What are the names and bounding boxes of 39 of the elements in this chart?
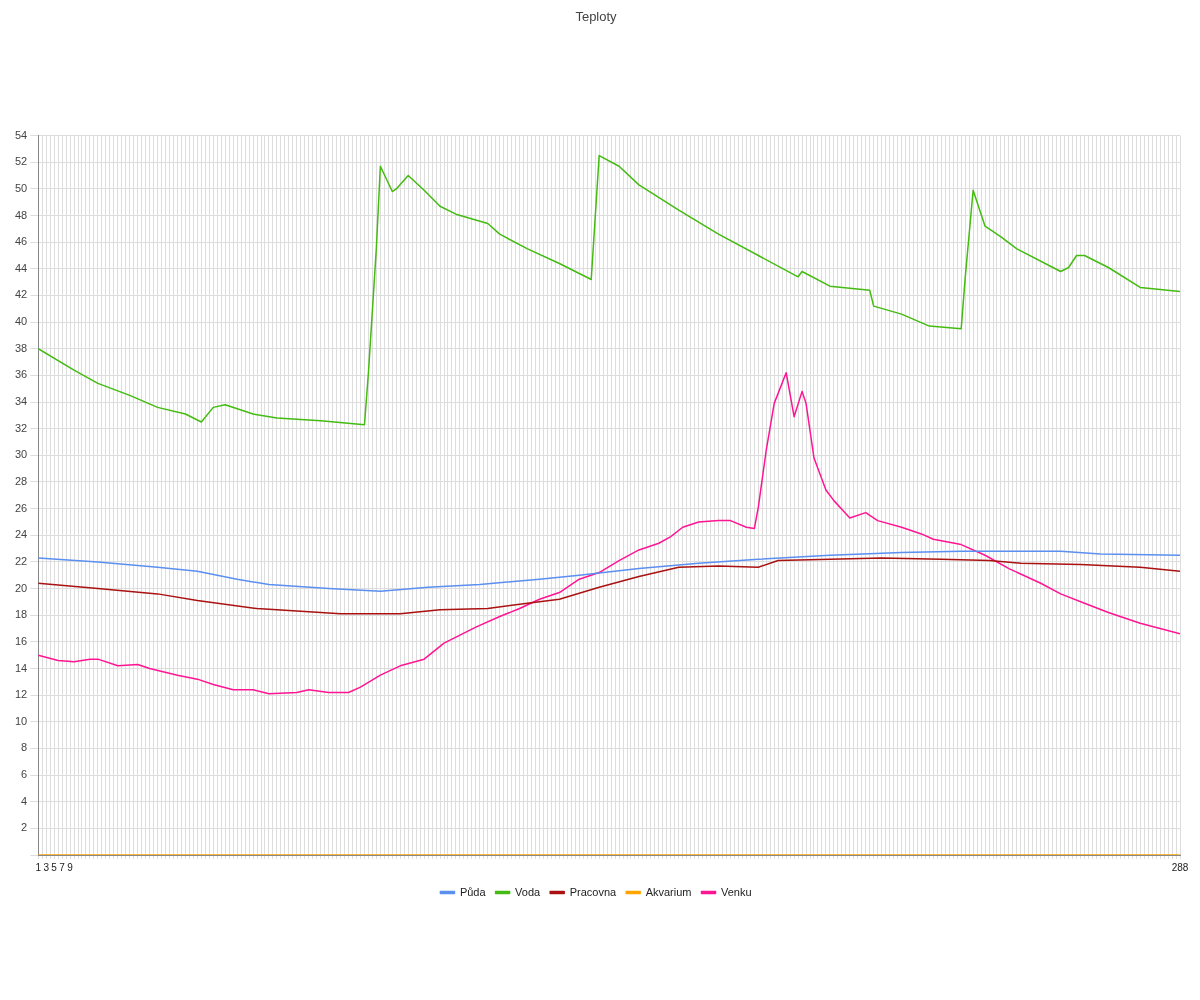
y-tick-label: 2 (21, 821, 28, 834)
y-tick-label: 8 (21, 741, 28, 754)
y-tick-label: 30 (14, 448, 28, 461)
y-tick-label: 46 (14, 235, 28, 248)
y-tick-label: 18 (14, 608, 28, 621)
chart-title: Teploty (575, 9, 618, 25)
y-tick-label: 28 (14, 475, 28, 488)
y-tick-label: 14 (14, 661, 28, 674)
legend-label: Voda (515, 885, 542, 898)
y-tick-label: 52 (14, 155, 28, 168)
y-tick-label: 40 (14, 315, 28, 328)
y-tick-label: 38 (14, 341, 28, 354)
x-tick-label: 3 (43, 861, 50, 873)
x-tick-label: 288 (1171, 861, 1189, 873)
legend-label: Půda (459, 885, 487, 898)
x-tick-label: 1 (35, 861, 42, 873)
y-tick-label: 24 (14, 528, 28, 541)
legend-label: Pracovna (569, 885, 618, 898)
y-tick-label: 4 (21, 794, 28, 807)
x-tick-label: 5 (51, 861, 58, 873)
y-tick-label: 50 (14, 181, 28, 194)
y-tick-label: 12 (14, 688, 28, 701)
y-tick-label: 48 (14, 208, 28, 221)
y-tick-label: 54 (14, 128, 28, 141)
y-tick-label: 20 (14, 581, 28, 594)
y-tick-label: 22 (14, 554, 28, 567)
legend-label: Akvarium (645, 885, 692, 898)
y-tick-label: 16 (14, 634, 28, 647)
y-tick-label: 26 (14, 501, 28, 514)
y-tick-label: 10 (14, 714, 28, 727)
x-tick-label: 7 (59, 861, 66, 873)
y-tick-label: 44 (14, 261, 28, 274)
x-tick-label: 9 (67, 861, 74, 873)
y-tick-label: 6 (21, 768, 28, 781)
legend-label: Venku (721, 885, 752, 898)
y-tick-label: 32 (14, 421, 28, 434)
y-tick-label: 42 (14, 288, 28, 301)
y-tick-label: 34 (14, 395, 28, 408)
y-tick-label: 36 (14, 368, 28, 381)
